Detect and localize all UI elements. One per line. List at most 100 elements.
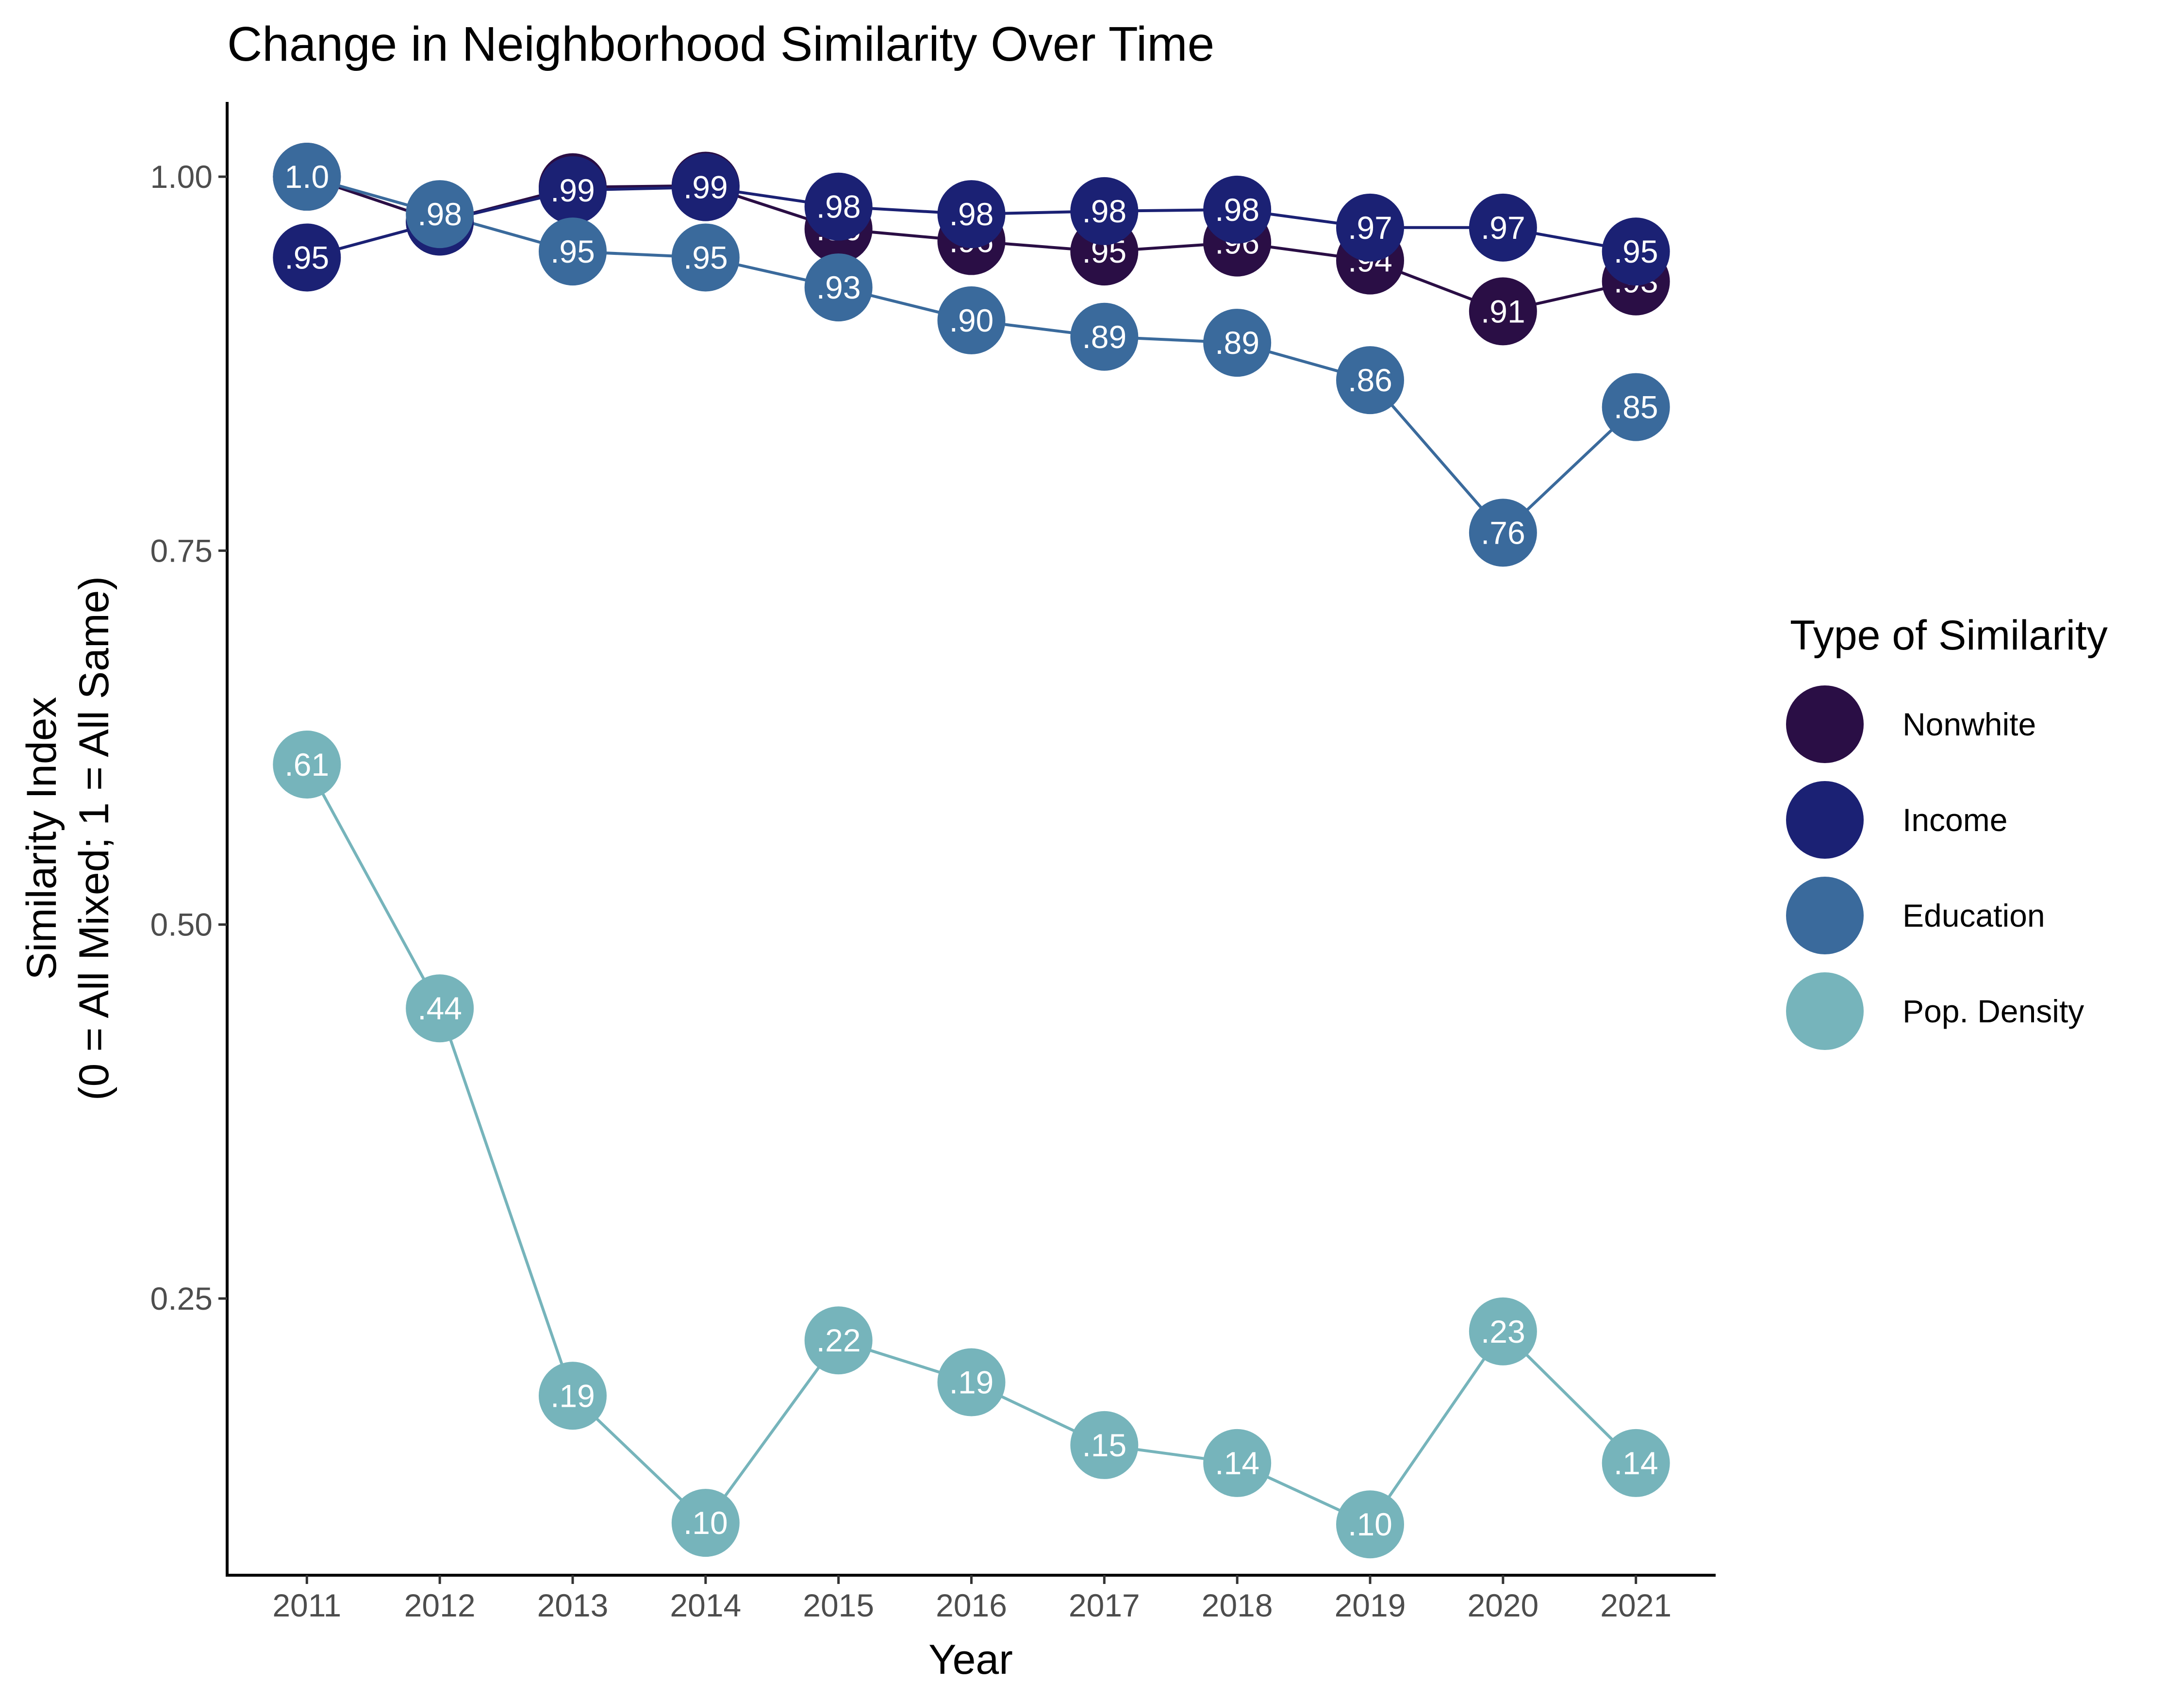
data-label: .61 (284, 747, 329, 783)
chart-title: Change in Neighborhood Similarity Over T… (227, 17, 1214, 71)
data-label: .22 (816, 1322, 861, 1358)
x-tick-label: 2018 (1202, 1587, 1273, 1623)
legend: Type of Similarity Nonwhite Income Educati… (1786, 612, 2108, 1050)
data-label: 1.0 (284, 159, 329, 195)
data-point (1602, 373, 1670, 441)
data-point (1336, 346, 1405, 415)
data-point (937, 1348, 1006, 1416)
data-point (273, 730, 341, 799)
y-axis-title: Similarity Index (0 = All Mixed; 1 = All… (18, 576, 117, 1100)
data-point (1203, 175, 1272, 244)
y-axis-title-line-2: (0 = All Mixed; 1 = All Same) (71, 576, 117, 1100)
data-label: .90 (949, 302, 994, 338)
data-label: .89 (1215, 325, 1259, 361)
data-point (1070, 302, 1139, 371)
y-tick-label: 0.50 (150, 907, 213, 943)
x-tick-label: 2021 (1600, 1587, 1671, 1623)
y-axis-title-line-1: Similarity Index (18, 697, 65, 980)
legend-swatch (1786, 781, 1864, 859)
data-label: .85 (1614, 389, 1658, 425)
data-label: .91 (1481, 293, 1525, 329)
data-point (671, 153, 740, 221)
data-point (538, 156, 607, 224)
y-tick-label: 1.00 (150, 159, 213, 195)
data-label: .76 (1481, 515, 1525, 550)
data-point (1602, 217, 1670, 286)
data-point (1203, 309, 1272, 377)
x-tick-label: 2015 (803, 1587, 874, 1623)
data-point (937, 286, 1006, 354)
legend-swatch (1786, 685, 1864, 763)
data-point (538, 217, 607, 286)
data-point (1469, 193, 1537, 262)
x-tick-label: 2012 (404, 1587, 476, 1623)
data-point (1469, 1297, 1537, 1366)
data-label: .98 (949, 196, 994, 232)
data-point (406, 180, 474, 249)
x-tick-label: 2011 (272, 1587, 341, 1623)
data-label: .95 (1614, 233, 1658, 269)
x-tick-label: 2019 (1335, 1587, 1406, 1623)
x-tick-label: 2013 (537, 1587, 609, 1623)
data-label: .97 (1481, 210, 1525, 246)
x-tick-label: 2016 (936, 1587, 1007, 1623)
data-label: .98 (816, 189, 861, 225)
data-label: .86 (1348, 362, 1392, 398)
legend-swatch (1786, 972, 1864, 1050)
data-point (804, 1306, 873, 1375)
legend-label: Income (1903, 802, 2007, 838)
data-point (273, 143, 341, 211)
data-point (671, 223, 740, 292)
legend-label: Pop. Density (1903, 993, 2084, 1029)
x-axis-title: Year (928, 1636, 1013, 1683)
x-axis-ticks: 2011 2012 2013 2014 2015 2016 2017 2018 2019 2020… (272, 1575, 1671, 1623)
x-tick-label: 2014 (670, 1587, 741, 1623)
data-point (1203, 1429, 1272, 1497)
data-point (671, 1489, 740, 1557)
data-point (273, 223, 341, 292)
x-tick-label: 2020 (1467, 1587, 1539, 1623)
y-axis-ticks: 0.25 0.50 0.75 1.00 (150, 159, 227, 1316)
y-tick-label: 0.25 (150, 1281, 213, 1316)
data-point (937, 180, 1006, 249)
data-label: .14 (1614, 1445, 1658, 1481)
data-label: .89 (1082, 319, 1126, 355)
data-label: .98 (1082, 193, 1126, 229)
x-tick-label: 2017 (1069, 1587, 1140, 1623)
data-label: .14 (1215, 1445, 1259, 1481)
data-point (1469, 277, 1537, 346)
legend-label: Education (1903, 898, 2045, 933)
data-point (1602, 1429, 1670, 1497)
data-label: .95 (284, 239, 329, 275)
data-label: .10 (1348, 1506, 1392, 1542)
data-label: .19 (949, 1365, 994, 1400)
data-label: .99 (683, 169, 728, 205)
data-label: .10 (683, 1505, 728, 1541)
data-point (1336, 1490, 1405, 1559)
data-label: .98 (417, 196, 462, 232)
plot-area: 1.0.97.99.99.96.96.95.96.94.91.93.95.97.… (273, 143, 1670, 1559)
legend-title: Type of Similarity (1790, 612, 2108, 659)
y-tick-label: 0.75 (150, 533, 213, 568)
data-label: .15 (1082, 1427, 1126, 1463)
data-point (1469, 499, 1537, 567)
data-point (1070, 1411, 1139, 1479)
data-point (1070, 177, 1139, 245)
data-point (406, 974, 474, 1043)
data-label: .97 (1348, 210, 1392, 246)
data-point (1336, 193, 1405, 262)
data-label: .23 (1481, 1314, 1525, 1349)
data-label: .44 (417, 990, 462, 1026)
legend-label: Nonwhite (1903, 706, 2036, 742)
data-label: .99 (550, 172, 595, 208)
data-label: .98 (1215, 192, 1259, 228)
data-label: .95 (683, 239, 728, 275)
data-label: .93 (816, 269, 861, 305)
legend-swatch (1786, 877, 1864, 954)
data-point (804, 172, 873, 241)
data-point (804, 253, 873, 322)
data-label: .95 (550, 233, 595, 269)
data-label: .19 (550, 1378, 595, 1414)
data-point (538, 1362, 607, 1430)
